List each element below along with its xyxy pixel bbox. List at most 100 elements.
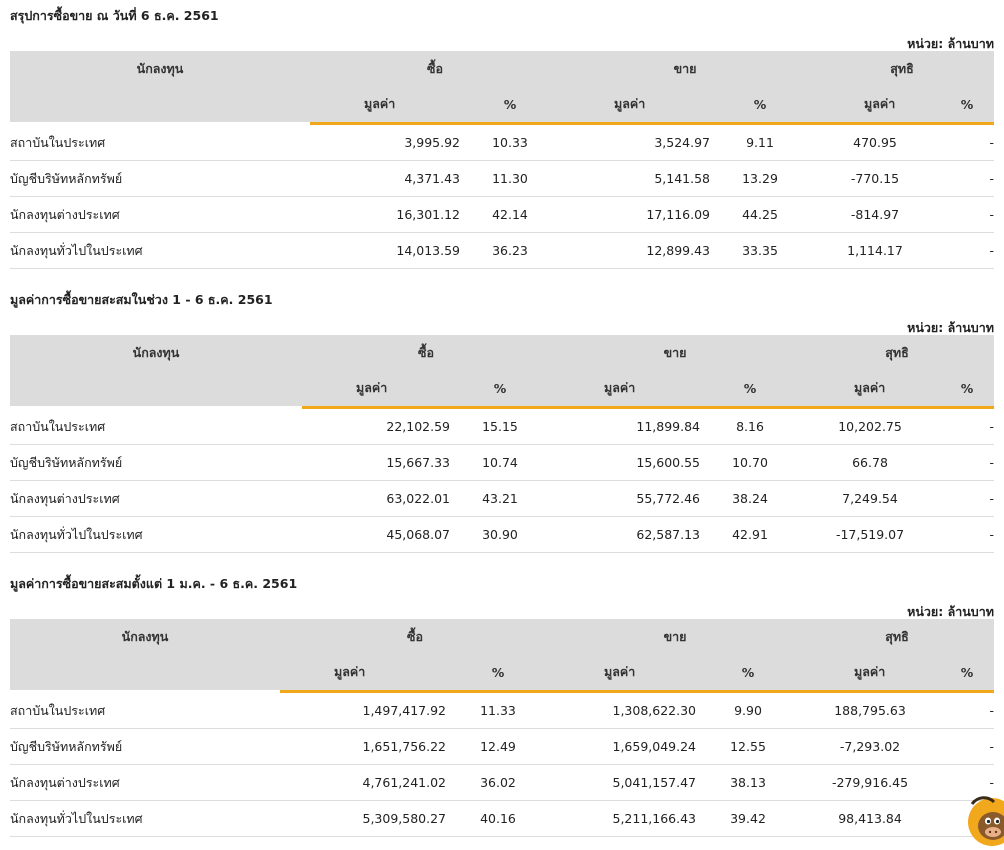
investor-name: สถาบันในประเทศ [10, 691, 280, 729]
header-investor: นักลงทุน [10, 335, 302, 370]
header-sell: ขาย [550, 335, 801, 370]
header-buy-pct: % [446, 654, 550, 693]
header-sell-pct: % [696, 654, 801, 693]
investor-name: บัญชีบริษัทหลักทรัพย์ [10, 444, 302, 481]
header-buy: ซื้อ [302, 335, 550, 370]
buy-value: 3,995.92 [310, 123, 460, 161]
net-pct: - [940, 480, 995, 517]
sell-pct: 38.24 [700, 480, 801, 517]
header-sell-value: มูลค่า [560, 86, 710, 125]
header-buy-pct: % [460, 86, 560, 125]
sell-pct: 10.70 [700, 444, 801, 481]
buy-pct: 11.30 [460, 160, 560, 197]
table-row: บัญชีบริษัทหลักทรัพย์ 1,651,756.22 12.49… [10, 728, 995, 765]
bull-mascot-icon[interactable] [966, 790, 1004, 850]
net-pct: - [940, 407, 995, 445]
header-buy-value: มูลค่า [280, 654, 446, 693]
buy-pct: 42.14 [460, 196, 560, 233]
sell-value: 3,524.97 [560, 123, 710, 161]
sell-value: 12,899.43 [560, 232, 710, 269]
buy-value: 63,022.01 [302, 480, 450, 517]
table-row: สถาบันในประเทศ 22,102.59 15.15 11,899.84… [10, 407, 995, 445]
buy-value: 15,667.33 [302, 444, 450, 481]
header-net: สุทธิ [800, 619, 995, 654]
trading-table: นักลงทุน ซื้อ ขาย สุทธิ มูลค่า % มูลค่า … [10, 619, 995, 837]
investor-name: นักลงทุนต่างประเทศ [10, 764, 280, 801]
buy-pct: 36.02 [446, 764, 550, 801]
sell-pct: 44.25 [710, 196, 811, 233]
header-investor: นักลงทุน [10, 619, 280, 654]
investor-name: สถาบันในประเทศ [10, 407, 302, 445]
net-value: -7,293.02 [800, 728, 941, 765]
sell-pct: 12.55 [696, 728, 801, 765]
header-buy-pct: % [450, 370, 550, 409]
net-value: 10,202.75 [800, 407, 941, 445]
sell-value: 15,600.55 [550, 444, 700, 481]
table-row: นักลงทุนทั่วไปในประเทศ 45,068.07 30.90 6… [10, 516, 995, 553]
buy-value: 4,371.43 [310, 160, 460, 197]
sell-pct: 38.13 [696, 764, 801, 801]
investor-name: นักลงทุนทั่วไปในประเทศ [10, 516, 302, 553]
header-blank [10, 86, 310, 125]
header-investor: นักลงทุน [10, 51, 310, 86]
net-value: -17,519.07 [800, 516, 941, 553]
header-net-value: มูลค่า [800, 370, 941, 409]
table-row: บัญชีบริษัทหลักทรัพย์ 4,371.43 11.30 5,1… [10, 160, 995, 197]
net-value: -814.97 [810, 196, 941, 233]
trading-table: นักลงทุน ซื้อ ขาย สุทธิ มูลค่า % มูลค่า … [10, 335, 995, 553]
sell-pct: 8.16 [700, 407, 801, 445]
net-pct: - [940, 444, 995, 481]
buy-pct: 43.21 [450, 480, 550, 517]
investor-name: นักลงทุนต่างประเทศ [10, 480, 302, 517]
sell-pct: 9.11 [710, 123, 811, 161]
buy-value: 45,068.07 [302, 516, 450, 553]
sell-value: 55,772.46 [550, 480, 700, 517]
buy-pct: 40.16 [446, 800, 550, 837]
sell-pct: 42.91 [700, 516, 801, 553]
header-net-value: มูลค่า [800, 654, 941, 693]
trading-table: นักลงทุน ซื้อ ขาย สุทธิ มูลค่า % มูลค่า … [10, 51, 995, 269]
buy-pct: 15.15 [450, 407, 550, 445]
header-buy: ซื้อ [280, 619, 550, 654]
header-net-pct: % [940, 654, 995, 693]
net-pct: - [940, 691, 995, 729]
buy-value: 5,309,580.27 [280, 800, 446, 837]
header-buy-value: มูลค่า [302, 370, 450, 409]
net-pct: - [940, 516, 995, 553]
table-row: นักลงทุนทั่วไปในประเทศ 14,013.59 36.23 1… [10, 232, 995, 269]
buy-pct: 36.23 [460, 232, 560, 269]
header-blank [10, 654, 280, 693]
buy-pct: 12.49 [446, 728, 550, 765]
header-sell-pct: % [700, 370, 801, 409]
header-net: สุทธิ [810, 51, 995, 86]
sell-value: 17,116.09 [560, 196, 710, 233]
sell-pct: 9.90 [696, 691, 801, 729]
unit-label: หน่วย: ล้านบาท [907, 320, 994, 335]
header-sell-pct: % [710, 86, 811, 125]
header-blank [10, 370, 302, 409]
investor-name: บัญชีบริษัทหลักทรัพย์ [10, 728, 280, 765]
sell-value: 1,308,622.30 [550, 691, 696, 729]
section-title: มูลค่าการซื้อขายสะสมตั้งแต่ 1 ม.ค. - 6 ธ… [10, 576, 298, 591]
buy-value: 4,761,241.02 [280, 764, 446, 801]
investor-name: บัญชีบริษัทหลักทรัพย์ [10, 160, 310, 197]
net-value: -279,916.45 [800, 764, 941, 801]
header-buy: ซื้อ [310, 51, 560, 86]
sell-pct: 39.42 [696, 800, 801, 837]
header-net-pct: % [940, 86, 995, 125]
table-row: นักลงทุนทั่วไปในประเทศ 5,309,580.27 40.1… [10, 800, 995, 837]
header-sell: ขาย [550, 619, 801, 654]
table-row: นักลงทุนต่างประเทศ 16,301.12 42.14 17,11… [10, 196, 995, 233]
net-pct: - [940, 764, 995, 801]
section-title: มูลค่าการซื้อขายสะสมในช่วง 1 - 6 ธ.ค. 25… [10, 292, 273, 307]
buy-value: 14,013.59 [310, 232, 460, 269]
header-sell-value: มูลค่า [550, 370, 700, 409]
table-row: สถาบันในประเทศ 1,497,417.92 11.33 1,308,… [10, 691, 995, 729]
net-value: 98,413.84 [800, 800, 941, 837]
net-value: 66.78 [800, 444, 941, 481]
sell-pct: 13.29 [710, 160, 811, 197]
header-buy-value: มูลค่า [310, 86, 460, 125]
investor-name: สถาบันในประเทศ [10, 123, 310, 161]
investor-name: นักลงทุนทั่วไปในประเทศ [10, 232, 310, 269]
